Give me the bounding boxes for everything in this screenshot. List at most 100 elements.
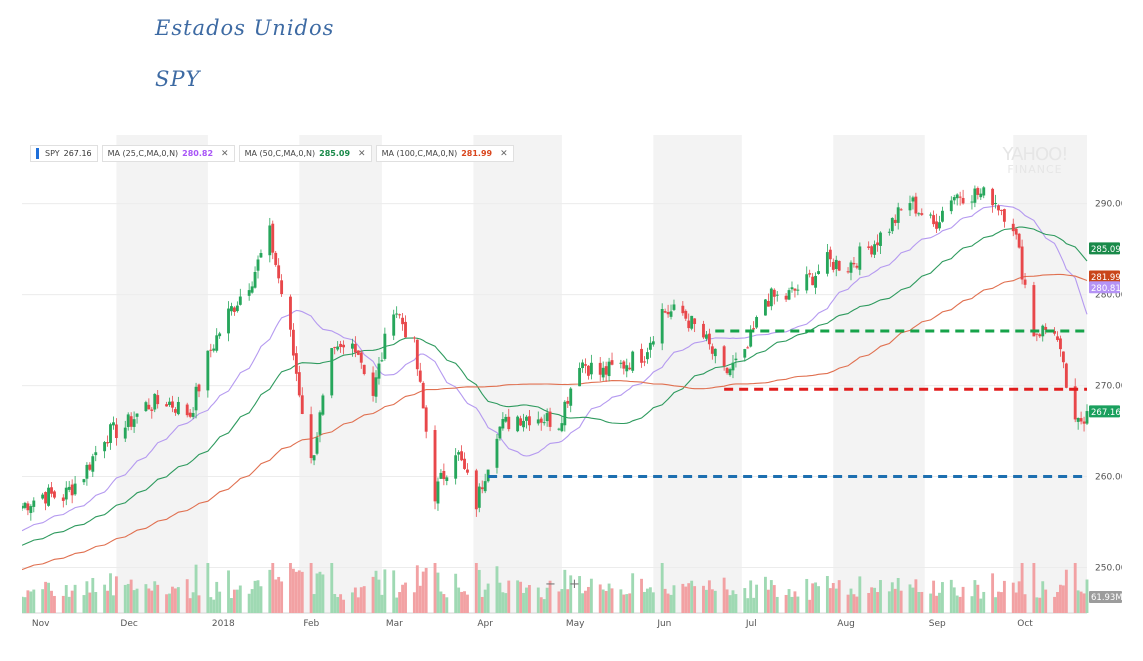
volume-bar: [793, 591, 797, 613]
candle-body: [362, 364, 366, 375]
volume-bar: [404, 582, 407, 613]
candle-body: [312, 455, 316, 461]
zoom-in-button[interactable]: +: [569, 577, 580, 592]
candle-body: [230, 306, 233, 312]
volume-bar: [684, 586, 688, 613]
volume-bar: [73, 584, 77, 613]
volume-bar: [501, 592, 505, 613]
volume-bar: [1064, 569, 1068, 613]
candle-body: [507, 416, 511, 430]
volume-bar: [356, 597, 360, 613]
y-tick-label: 260.00: [1095, 473, 1122, 483]
candle-body: [828, 249, 832, 260]
candle-body: [353, 343, 357, 353]
candle-body: [297, 372, 301, 396]
volume-bar: [342, 599, 345, 613]
candle-body: [955, 194, 959, 199]
candle-body: [660, 308, 664, 344]
candle-body: [460, 451, 464, 461]
candle-body: [259, 253, 263, 258]
candle-body: [619, 362, 623, 364]
candle-body: [61, 497, 65, 501]
x-tick-label: Jun: [656, 619, 671, 629]
candle-body: [604, 366, 608, 375]
volume-bar: [230, 598, 233, 613]
candle-body: [961, 197, 965, 204]
candle-body: [519, 418, 523, 426]
volume-bar: [728, 595, 732, 613]
volume-bar: [291, 568, 295, 613]
volume-bar: [586, 586, 590, 613]
volume-bar: [896, 577, 900, 613]
candle-body: [663, 311, 667, 313]
volume-bar: [663, 588, 667, 613]
candle-body: [536, 419, 540, 424]
volume-bar: [949, 579, 953, 613]
candle-body: [973, 188, 977, 203]
volume-bar: [82, 595, 86, 613]
month-band: [116, 135, 208, 613]
candle-body: [997, 205, 1000, 211]
zoom-out-button[interactable]: −: [545, 577, 556, 592]
candle-body: [566, 400, 570, 404]
close-icon[interactable]: ✕: [221, 148, 229, 159]
candle-body: [109, 424, 112, 443]
month-band: [833, 135, 925, 613]
volume-bar: [825, 576, 829, 613]
volume-bar: [147, 588, 151, 613]
volume-bar: [168, 593, 171, 613]
volume-bar: [1076, 590, 1080, 613]
volume-bar: [294, 571, 298, 613]
candle-body: [26, 503, 30, 511]
candle-body: [377, 363, 381, 379]
candle-body: [899, 209, 903, 211]
volume-bar: [29, 591, 33, 613]
candle-body: [586, 365, 590, 376]
candle-body: [82, 479, 86, 483]
month-band: [299, 135, 382, 613]
close-icon[interactable]: ✕: [500, 148, 508, 159]
volume-bar: [746, 598, 750, 613]
volume-bar: [1061, 585, 1065, 613]
volume-tag-label: 61.93M: [1091, 593, 1122, 603]
volume-bar: [598, 584, 602, 613]
month-band: [1013, 135, 1087, 613]
volume-bar: [569, 575, 573, 613]
volume-bar: [253, 580, 257, 613]
legend-bar: SPY 267.16 MA (25,C,MA,0,N) 280.82 ✕ MA …: [30, 145, 514, 162]
volume-bar: [507, 580, 511, 613]
volume-bar: [808, 599, 812, 613]
volume-bar: [106, 590, 109, 613]
candle-body: [150, 409, 154, 411]
volume-bar: [271, 563, 275, 613]
volume-bar: [88, 592, 92, 613]
volume-bar: [103, 584, 107, 613]
candle-body: [914, 196, 918, 214]
volume-bar: [725, 589, 729, 613]
candle-body: [949, 200, 953, 212]
volume-bar: [589, 578, 593, 613]
candle-body: [401, 317, 405, 325]
volume-bar: [643, 591, 646, 613]
candle-body: [811, 276, 815, 286]
x-tick-label: Feb: [303, 619, 319, 629]
candle-body: [681, 305, 685, 314]
volume-bar: [893, 588, 897, 613]
volume-bar: [879, 580, 882, 613]
legend-item-spy: SPY 267.16: [30, 145, 98, 162]
close-icon[interactable]: ✕: [358, 148, 366, 159]
volume-bar: [704, 589, 708, 613]
moving-average-line: [22, 226, 1088, 546]
volume-bar: [1079, 591, 1083, 613]
price-tag: [1089, 242, 1120, 255]
candle-body: [887, 231, 891, 233]
volume-bar: [516, 580, 520, 613]
volume-bar: [359, 587, 363, 613]
volume-bar: [887, 591, 891, 613]
volume-bar: [439, 591, 443, 613]
volume-bar: [474, 563, 478, 613]
candle-body: [1032, 285, 1036, 337]
candle-body: [250, 286, 254, 293]
candle-body: [247, 290, 251, 296]
candle-body: [584, 364, 587, 366]
